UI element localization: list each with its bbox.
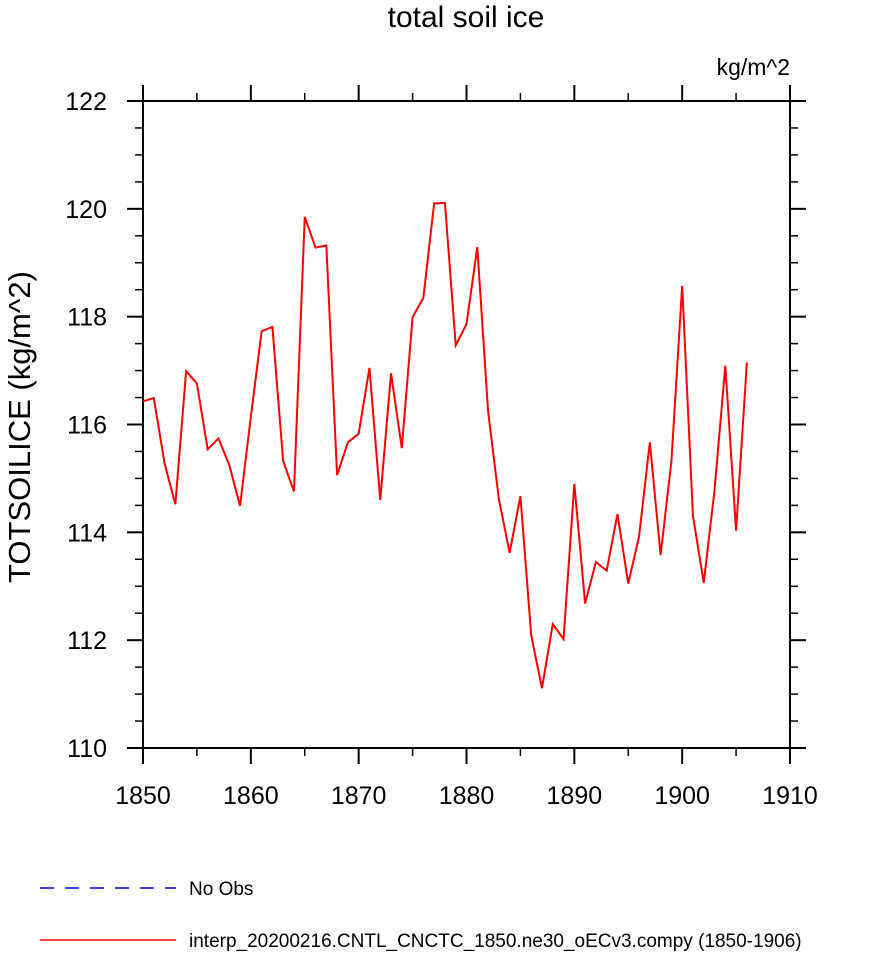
chart-title: total soil ice bbox=[388, 1, 545, 34]
y-tick-label: 112 bbox=[67, 627, 107, 655]
series-line-1 bbox=[142, 201, 748, 689]
x-tick-label: 1890 bbox=[547, 782, 603, 810]
units-label: kg/m^2 bbox=[717, 54, 790, 80]
legend: No Obs interp_20200216.CNTL_CNCTC_1850.ne… bbox=[40, 879, 802, 952]
y-tick-label: 120 bbox=[65, 196, 107, 224]
y-tick-label: 110 bbox=[67, 735, 107, 763]
y-tick-label: 118 bbox=[67, 304, 107, 332]
axis-ticks: 1850 1860 1870 1880 1890 1900 1910 110 112 114 116… bbox=[65, 85, 818, 810]
x-tick-label: 1850 bbox=[115, 782, 171, 810]
x-tick-label: 1860 bbox=[223, 782, 279, 810]
y-tick-label: 114 bbox=[67, 519, 107, 547]
x-tick-label: 1880 bbox=[439, 782, 495, 810]
legend-label: interp_20200216.CNTL_CNCTC_1850.ne30_oEC… bbox=[189, 931, 802, 952]
x-tick-label: 1900 bbox=[654, 782, 710, 810]
legend-label: No Obs bbox=[189, 879, 253, 900]
x-tick-label: 1870 bbox=[331, 782, 387, 810]
x-tick-label: 1910 bbox=[762, 782, 818, 810]
y-tick-label: 122 bbox=[65, 88, 107, 116]
series-layer bbox=[142, 201, 748, 689]
y-tick-label: 116 bbox=[67, 412, 107, 440]
plot-frame bbox=[142, 100, 791, 749]
y-axis-label: TOTSOILICE (kg/m^2) bbox=[2, 271, 37, 583]
